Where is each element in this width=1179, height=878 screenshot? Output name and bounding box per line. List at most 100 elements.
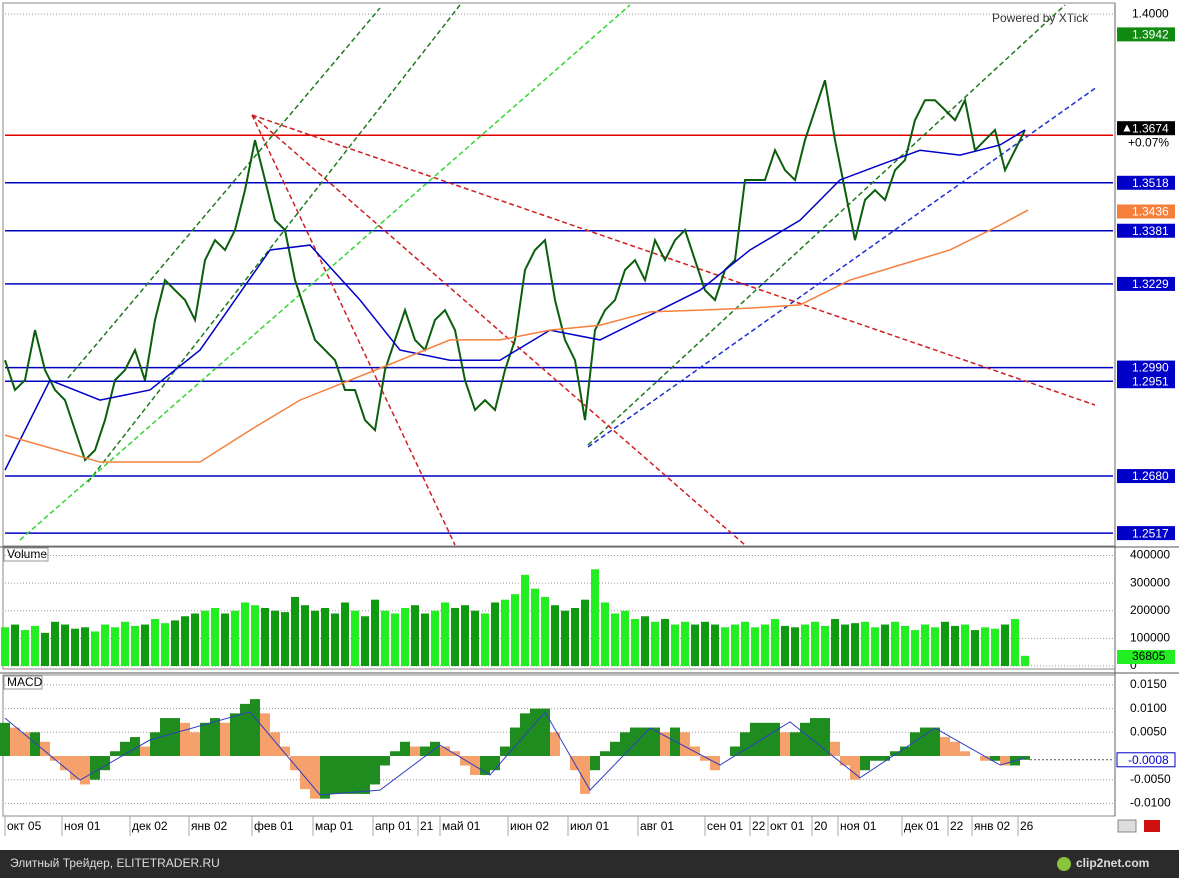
macd-bar <box>50 755 60 761</box>
macd-bar <box>290 755 300 771</box>
macd-bar <box>740 732 750 756</box>
macd-bar <box>880 755 890 761</box>
price-label: 1.3229 <box>1132 277 1169 291</box>
macd-bar <box>660 732 670 756</box>
volume-bar <box>141 624 149 666</box>
volume-bar <box>161 623 169 666</box>
volume-bar <box>441 602 449 666</box>
volume-bar <box>41 632 49 666</box>
volume-bar <box>151 619 159 666</box>
volume-bar <box>171 620 179 666</box>
y-tick-label: 0.0050 <box>1130 724 1167 738</box>
macd-bar <box>820 718 830 756</box>
volume-bar <box>811 621 819 666</box>
volume-bar <box>201 610 209 666</box>
macd-bar <box>250 699 260 756</box>
trend-line <box>251 114 746 546</box>
x-tick-label: ноя 01 <box>840 819 877 833</box>
volume-bar <box>281 612 289 666</box>
macd-bar <box>860 755 870 771</box>
macd-bar <box>360 755 370 794</box>
macd-bar <box>590 755 600 771</box>
macd-bar <box>530 708 540 756</box>
x-tick-label: янв 02 <box>974 819 1011 833</box>
panel-title-box <box>3 547 49 562</box>
volume-label: 36805 <box>1132 649 1166 663</box>
volume-bar <box>551 605 559 666</box>
macd-bar <box>810 718 820 756</box>
macd-bar <box>400 741 410 756</box>
macd-bar <box>540 708 550 756</box>
y-tick-label: 0.0150 <box>1130 677 1167 691</box>
volume-bar <box>211 607 219 666</box>
volume-bar <box>371 599 379 666</box>
macd-label: -0.0008 <box>1128 753 1169 767</box>
volume-bar <box>131 625 139 666</box>
macd-bar <box>130 737 140 756</box>
price-line <box>4 79 1026 462</box>
volume-bar <box>571 607 579 666</box>
macd-bar <box>270 732 280 756</box>
volume-bar <box>91 631 99 666</box>
price-label-box <box>1117 469 1175 484</box>
volume-bar <box>641 616 649 666</box>
volume-bar <box>411 605 419 666</box>
volume-bar <box>481 613 489 666</box>
volume-bar <box>881 624 889 666</box>
panel-title: MACD <box>7 675 43 689</box>
volume-bar <box>291 596 299 666</box>
y-tick-label: 100000 <box>1130 631 1170 645</box>
macd-bar <box>120 741 130 756</box>
y-tick-label: 300000 <box>1130 575 1170 589</box>
volume-bar <box>991 628 999 666</box>
x-tick-label: дек 02 <box>132 819 168 833</box>
macd-bar <box>220 722 230 756</box>
macd-bar <box>110 751 120 756</box>
macd-bar <box>480 755 490 775</box>
price-label-box <box>1117 223 1175 238</box>
volume-bar <box>231 610 239 666</box>
y-tick-label: -0.0100 <box>1130 796 1171 810</box>
volume-bar <box>421 613 429 666</box>
volume-bar <box>621 610 629 666</box>
x-tick-label: 20 <box>814 819 828 833</box>
macd-bar <box>610 741 620 756</box>
macd-bar <box>330 755 340 794</box>
x-tick-label: окт 05 <box>7 819 42 833</box>
macd-bar <box>830 741 840 756</box>
volume-bar <box>241 602 249 666</box>
macd-bar <box>160 718 170 756</box>
macd-bar <box>10 727 20 756</box>
macd-bar <box>950 741 960 756</box>
volume-bar <box>721 627 729 666</box>
price-label-box <box>1117 204 1175 219</box>
volume-bar <box>1001 624 1009 666</box>
price-label-box <box>1117 27 1175 42</box>
volume-bar <box>121 621 129 666</box>
macd-bar <box>750 722 760 756</box>
macd-bar <box>730 746 740 756</box>
macd-bar <box>440 746 450 756</box>
toolbar-icon[interactable] <box>1117 819 1137 833</box>
footer-brand: clip2net.com <box>1076 856 1149 870</box>
volume-bar <box>611 613 619 666</box>
price-label-box <box>1117 276 1175 291</box>
macd-bar <box>760 722 770 756</box>
volume-bar <box>921 624 929 666</box>
price-label: 1.2680 <box>1132 469 1169 483</box>
volume-bar <box>651 621 659 666</box>
price-label: 1.3942 <box>1132 28 1169 42</box>
price-label-box <box>1117 175 1175 190</box>
volume-bar <box>1021 655 1029 666</box>
x-tick-label: июл 01 <box>570 819 609 833</box>
volume-bar <box>911 630 919 666</box>
macd-bar <box>980 755 990 761</box>
macd-bar <box>190 732 200 756</box>
volume-bar <box>831 619 839 666</box>
volume-bar <box>361 616 369 666</box>
volume-bar <box>321 607 329 666</box>
volume-bar <box>511 594 519 666</box>
toolbar-icon[interactable] <box>1144 820 1160 832</box>
macd-bar <box>150 732 160 756</box>
macd-bar <box>460 755 470 766</box>
